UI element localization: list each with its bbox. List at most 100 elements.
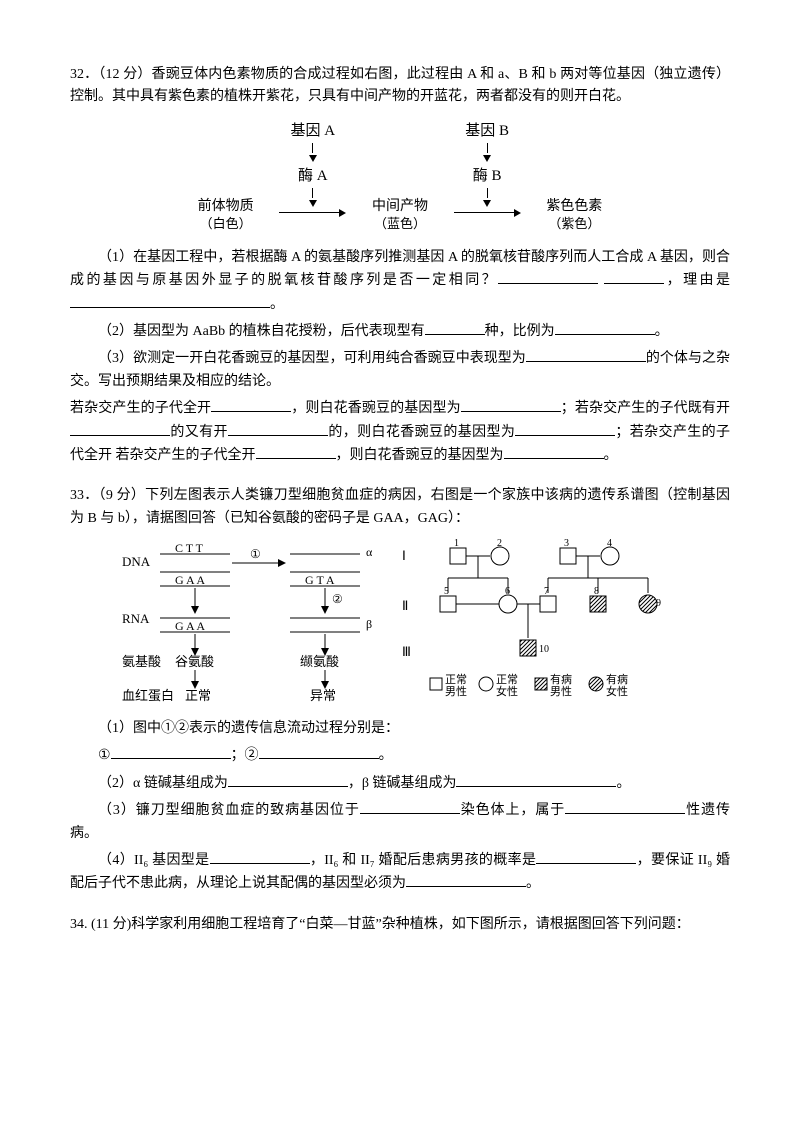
q32-p4b: ，则白花香豌豆的基因型为 (291, 401, 461, 416)
svg-text:5: 5 (444, 586, 449, 597)
q33-p2: （2）α 链碱基组成为，β 链碱基组成为。 (70, 772, 730, 795)
n2-label: ② (332, 592, 343, 606)
fill-blank[interactable] (536, 849, 636, 864)
d32-geneA: 基因 A (291, 119, 336, 143)
d32-enzA: 酶 A (298, 164, 328, 188)
q32-p1c: 。 (270, 297, 284, 312)
q33-p4b: ，II₆ 和 II₇ 婚配后患病男孩的概率是 (310, 853, 537, 868)
fill-blank[interactable] (256, 444, 336, 459)
q33-p4a: （4）II₆ 基因型是 (98, 853, 210, 868)
beta-label: β (366, 617, 372, 631)
q33-p3: （3）镰刀型细胞贫血症的致病基因位于染色体上，属于性遗传病。 (70, 799, 730, 845)
question-32: 32．（12 分）香豌豆体内色素物质的合成过程如右图，此过程由 A 和 a、B … (70, 64, 730, 467)
q34-header: 34. (11 分)科学家利用细胞工程培育了“白菜—甘蓝”杂种植株，如下图所示，… (70, 914, 730, 936)
fill-blank[interactable] (565, 799, 685, 814)
q32-p4d: 的又有开 (170, 425, 228, 440)
q33-p4d: 。 (526, 876, 540, 891)
svg-text:男性: 男性 (445, 684, 467, 698)
svg-text:2: 2 (497, 538, 502, 549)
arrow-down-icon (483, 155, 491, 162)
d32-white: （白色） (190, 216, 261, 233)
rna-label: RNA (122, 611, 150, 626)
d32-precursor: 前体物质 (190, 198, 261, 216)
q32-p2a: （2）基因型为 AaBb 的植株自花授粉，后代表现型有 (98, 324, 425, 339)
hb-label: 血红蛋白 (122, 688, 174, 703)
q33-p1x: ① ；② 。 (70, 744, 730, 767)
fill-blank[interactable] (425, 320, 485, 335)
svg-text:7: 7 (544, 586, 549, 597)
svg-text:有病: 有病 (606, 672, 628, 686)
gen-1: Ⅰ (402, 548, 406, 563)
fill-blank[interactable] (259, 744, 379, 759)
svg-text:女性: 女性 (606, 684, 628, 698)
alpha-label: α (366, 545, 373, 559)
fill-blank[interactable] (70, 421, 170, 436)
svg-text:男性: 男性 (550, 684, 572, 698)
q33-p1b: ；② (231, 748, 259, 763)
q32-p1b: ，理由是 (664, 273, 730, 288)
q32-header: 32．（12 分）香豌豆体内色素物质的合成过程如右图，此过程由 A 和 a、B … (70, 64, 730, 109)
fill-blank[interactable] (228, 421, 328, 436)
q32-p4f2: 若杂交产生的子代全开 (116, 448, 256, 463)
fill-blank[interactable] (211, 397, 291, 412)
fill-blank[interactable] (604, 269, 664, 284)
svg-text:有病: 有病 (550, 672, 572, 686)
dna-label: DNA (122, 554, 151, 569)
q32-p2c: 。 (655, 324, 669, 339)
svg-text:6: 6 (505, 586, 510, 597)
gta-text: G T A (305, 573, 335, 587)
q33-p3b: 染色体上，属于 (460, 803, 565, 818)
d32-geneB: 基因 B (465, 119, 509, 143)
gaa1-text: G A A (175, 573, 205, 587)
gen-2: Ⅱ (402, 598, 408, 613)
q33-header: 33．（9 分）下列左图表示人类镰刀型细胞贫血症的病因，右图是一个家族中该病的遗… (70, 485, 730, 530)
svg-text:4: 4 (607, 538, 612, 549)
fill-blank[interactable] (360, 799, 460, 814)
fill-blank[interactable] (406, 872, 526, 887)
fill-blank[interactable] (515, 421, 615, 436)
svg-text:10: 10 (539, 644, 549, 655)
d32-purple: （紫色） (539, 216, 610, 233)
fill-blank[interactable] (111, 744, 231, 759)
q32-p4: 若杂交产生的子代全开 ，则白花香豌豆的基因型为 ；若杂交产生的子代既有开的又有开 的，… (70, 397, 730, 467)
arrow-right-icon (279, 209, 346, 217)
q32-p2: （2）基因型为 AaBb 的植株自花授粉，后代表现型有种，比例为。 (70, 320, 730, 343)
q32-p3a: （3）欲测定一开白花香豌豆的基因型，可利用纯合香豌豆中表现型为 (98, 351, 526, 366)
arrow-down-icon (309, 200, 317, 207)
svg-text:女性: 女性 (496, 684, 518, 698)
fill-blank[interactable] (461, 397, 561, 412)
fill-blank[interactable] (210, 849, 310, 864)
glu-label: 谷氨酸 (175, 654, 214, 669)
abn-label: 异常 (310, 688, 336, 703)
q32-p1: （1）在基因工程中，若根据酶 A 的氨基酸序列推测基因 A 的脱氧核苷酸序列而人… (70, 247, 730, 316)
q33-left-diagram: DNA RNA C T T G A A G A A (120, 538, 380, 708)
d32-blue: （蓝色） (364, 216, 435, 233)
fill-blank[interactable] (526, 347, 646, 362)
fill-blank[interactable] (504, 444, 604, 459)
q32-p4a: 若杂交产生的子代全开 (70, 401, 211, 416)
fill-blank[interactable] (228, 772, 348, 787)
q33-p1a: ① (98, 748, 111, 763)
q32-p4e: 的，则白花香豌豆的基因型为 (328, 425, 515, 440)
normal-label: 正常 (185, 688, 211, 703)
q33-p3a: （3）镰刀型细胞贫血症的致病基因位于 (98, 803, 360, 818)
svg-text:8: 8 (594, 586, 599, 597)
svg-text:正常: 正常 (496, 673, 518, 686)
q33-p1c: 。 (379, 748, 393, 763)
gen-3: Ⅲ (402, 644, 411, 659)
fill-blank[interactable] (456, 772, 616, 787)
q32-p4c: ；若杂交产生的子代既有开 (561, 401, 730, 416)
ctt-text: C T T (175, 541, 204, 555)
q33-p4: （4）II₆ 基因型是，II₆ 和 II₇ 婚配后患病男孩的概率是，要保证 II… (70, 849, 730, 896)
question-33: 33．（9 分）下列左图表示人类镰刀型细胞贫血症的病因，右图是一个家族中该病的遗… (70, 485, 730, 896)
q32-p4h: 。 (604, 448, 618, 463)
q32-p3: （3）欲测定一开白花香豌豆的基因型，可利用纯合香豌豆中表现型为的个体与之杂交。写… (70, 347, 730, 393)
svg-text:1: 1 (454, 538, 459, 549)
q32-p4g: ，则白花香豌豆的基因型为 (336, 448, 504, 463)
arrow-down-icon (309, 155, 317, 162)
fill-blank[interactable] (555, 320, 655, 335)
fill-blank[interactable] (498, 269, 598, 284)
fill-blank[interactable] (70, 293, 270, 308)
arrow-right-icon (454, 209, 521, 217)
svg-text:3: 3 (564, 538, 569, 549)
